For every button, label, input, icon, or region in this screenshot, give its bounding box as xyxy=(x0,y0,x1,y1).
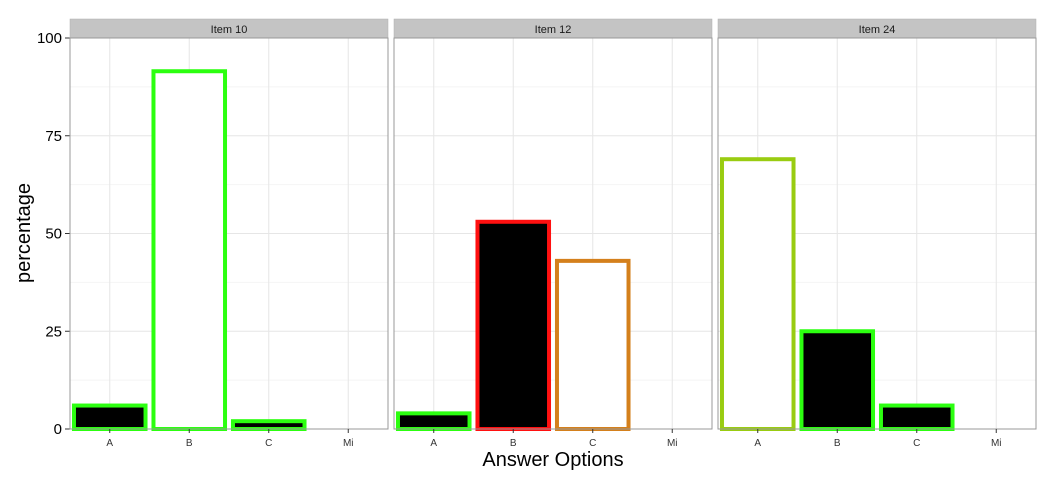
bar-item-24-b xyxy=(799,329,876,431)
y-axis-title: percentage xyxy=(13,183,35,283)
facet-panel: Item 12 A B C Mi xyxy=(393,18,713,449)
x-tick-label: C xyxy=(913,438,920,449)
x-tick-label: Mi xyxy=(991,438,1002,449)
x-tick-label: Mi xyxy=(343,438,354,449)
facet-title: Item 12 xyxy=(535,24,572,36)
bar-item-10-b xyxy=(151,69,228,432)
panel-border xyxy=(69,37,389,430)
bar-item-12-c xyxy=(554,258,631,431)
y-tick-label: 0 xyxy=(54,421,62,438)
y-tick-label: 50 xyxy=(45,226,62,243)
x-tick-label: C xyxy=(589,438,596,449)
panel-border xyxy=(717,37,1037,430)
x-tick-label: C xyxy=(265,438,272,449)
x-tick-label: A xyxy=(106,438,113,449)
facet-title: Item 24 xyxy=(859,24,896,36)
y-tick-label: 75 xyxy=(45,128,62,145)
bar-item-24-c xyxy=(878,403,955,432)
bar-item-10-a xyxy=(71,403,148,432)
bar-item-12-a xyxy=(395,411,472,431)
bar-item-24-a xyxy=(719,157,796,432)
facet-panel: Item 10 A B C Mi xyxy=(69,18,389,449)
x-tick-label: B xyxy=(510,438,517,449)
x-tick-label: A xyxy=(430,438,437,449)
x-tick-label: B xyxy=(834,438,841,449)
y-tick-label: 25 xyxy=(45,323,62,340)
x-tick-label: Mi xyxy=(667,438,678,449)
bar-item-10-c xyxy=(230,419,307,431)
x-tick-label: B xyxy=(186,438,193,449)
x-tick-label: A xyxy=(754,438,761,449)
bar-item-12-b xyxy=(475,219,552,431)
y-tick-label: 100 xyxy=(37,30,62,47)
facet-panel: Item 24 A B C Mi xyxy=(717,18,1037,449)
x-axis-title: Answer Options xyxy=(482,449,623,471)
facet-panels: Item 10 A B C Mi Item 12 A B C Mi Item 24 A B C Mi xyxy=(69,18,1037,449)
facet-title: Item 10 xyxy=(211,24,248,36)
y-axis-ticks: 0 25 50 75 100 xyxy=(37,30,70,438)
panel-border xyxy=(393,37,713,430)
